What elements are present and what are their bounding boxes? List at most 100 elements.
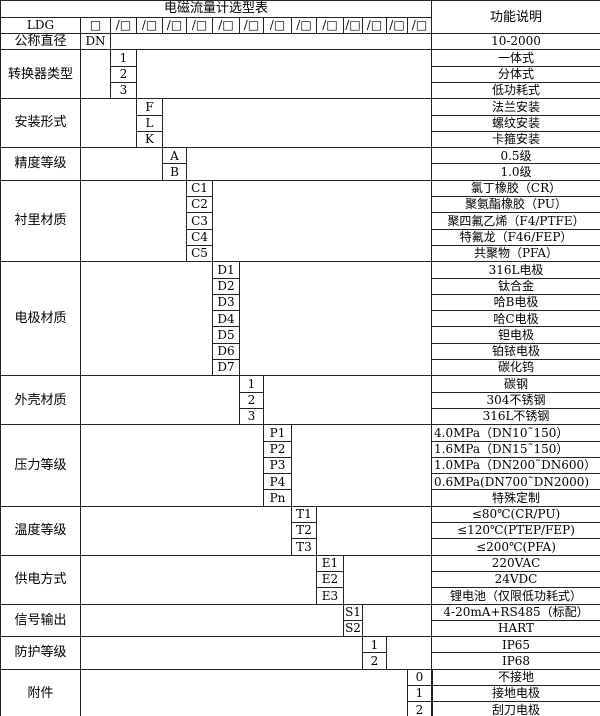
option-desc: 0.5级 — [432, 148, 600, 165]
option-code: C5 — [187, 245, 213, 263]
option-desc: 特殊定制 — [432, 490, 600, 507]
model-box: /□ — [344, 17, 363, 35]
option-desc: 聚氨酯橡胶（PU） — [432, 197, 600, 214]
option-code: 1 — [240, 375, 264, 393]
blank-cell — [292, 424, 432, 507]
blank-cell — [264, 375, 432, 426]
option-code: 2 — [363, 653, 387, 670]
option-desc: IP65 — [432, 637, 600, 654]
group-label: 供电方式 — [1, 555, 81, 605]
option-desc: 刮刀电极 — [432, 702, 600, 716]
option-code: Pn — [264, 490, 292, 507]
model-box: □ — [81, 17, 111, 35]
option-code: 1 — [408, 685, 432, 703]
option-desc: 铂铱电极 — [432, 343, 600, 361]
option-desc: 0.6MPa(DN700˜DN2000) — [432, 474, 600, 491]
model-box: /□ — [240, 17, 264, 35]
option-desc: IP68 — [432, 653, 600, 670]
blank-cell — [81, 604, 344, 638]
option-code: T2 — [292, 522, 317, 540]
diameter-desc: 10-2000 — [432, 34, 600, 51]
model-box: /□ — [387, 17, 408, 35]
option-code: D4 — [213, 310, 240, 328]
group-label: 温度等级 — [1, 506, 81, 556]
model-box: /□ — [363, 17, 387, 35]
option-desc: ≤120℃(PTEP/FEP) — [432, 523, 600, 540]
model-prefix: LDG — [1, 17, 81, 35]
option-desc: 哈C电极 — [432, 311, 600, 328]
option-code: D3 — [213, 294, 240, 312]
model-box: /□ — [264, 17, 292, 35]
option-code: F — [137, 98, 163, 116]
blank-cell — [344, 555, 432, 605]
option-code: 2 — [408, 701, 432, 716]
blank-cell — [111, 33, 432, 51]
option-desc: 哈B电极 — [432, 294, 600, 312]
blank-cell — [317, 506, 432, 556]
option-desc: 共聚物（PFA） — [432, 246, 600, 263]
option-code: K — [137, 131, 163, 149]
option-code: E1 — [317, 555, 344, 572]
option-code: D6 — [213, 343, 240, 361]
option-desc: 钽电极 — [432, 327, 600, 344]
table-title: 电磁流量计选型表 — [1, 1, 432, 18]
option-desc: ≤200℃(PFA) — [432, 539, 600, 556]
model-box: /□ — [213, 17, 240, 35]
blank-cell — [387, 636, 432, 670]
option-code: P1 — [264, 424, 292, 442]
blank-cell — [432, 669, 433, 716]
option-code: P2 — [264, 441, 292, 458]
diameter-label: 公称直径 — [1, 33, 81, 51]
group-label: 信号输出 — [1, 604, 81, 638]
option-desc: 锂电池（仅限低功耗式） — [432, 588, 600, 605]
option-code: 2 — [111, 66, 137, 83]
option-desc: 220VAC — [432, 555, 600, 572]
model-box: /□ — [163, 17, 187, 35]
option-code: 3 — [111, 82, 137, 100]
blank-cell — [81, 98, 137, 149]
option-code: C1 — [187, 180, 213, 198]
option-code: D1 — [213, 261, 240, 279]
model-box: /□ — [111, 17, 137, 35]
group-label: 安装形式 — [1, 98, 81, 149]
group-label: 压力等级 — [1, 424, 81, 507]
option-desc: 碳化钨 — [432, 360, 600, 377]
blank-cell — [81, 506, 292, 556]
option-desc: 法兰安装 — [432, 99, 600, 116]
option-desc: 304不锈钢 — [432, 392, 600, 409]
option-desc: 聚四氟乙烯（F4/PTFE） — [432, 213, 600, 230]
option-code: E3 — [317, 587, 344, 605]
diameter-code: DN — [81, 33, 111, 51]
model-box: /□ — [408, 17, 432, 35]
group-label: 防护等级 — [1, 636, 81, 670]
option-desc: 1.6MPa（DN15˜150） — [432, 441, 600, 458]
group-label: 衬里材质 — [1, 180, 81, 263]
option-desc: ≤80℃(CR/PU) — [432, 506, 600, 524]
option-desc: 一体式 — [432, 50, 600, 67]
option-code: C3 — [187, 212, 213, 230]
option-desc: 特氟龙（F46/FEP） — [432, 229, 600, 246]
blank-cell — [81, 180, 187, 263]
option-code: D7 — [213, 359, 240, 377]
blank-cell — [213, 180, 432, 263]
blank-cell — [187, 147, 432, 181]
option-desc: 碳钢 — [432, 376, 600, 393]
option-code: 3 — [240, 408, 264, 426]
option-code: 2 — [240, 392, 264, 409]
blank-cell — [81, 636, 363, 670]
option-desc: 24VDC — [432, 572, 600, 589]
option-desc: 分体式 — [432, 66, 600, 83]
blank-cell — [81, 375, 240, 426]
blank-cell — [81, 555, 317, 605]
option-desc: 不接地 — [432, 669, 600, 687]
model-box: /□ — [317, 17, 344, 35]
option-desc: 螺纹安装 — [432, 115, 600, 132]
model-box: /□ — [137, 17, 163, 35]
option-desc: 4-20mA+RS485（标配） — [432, 604, 600, 621]
option-desc: HART — [432, 620, 600, 638]
option-code: S2 — [344, 620, 363, 638]
option-code: C4 — [187, 229, 213, 246]
option-desc: 钛合金 — [432, 278, 600, 295]
blank-cell — [81, 147, 163, 181]
